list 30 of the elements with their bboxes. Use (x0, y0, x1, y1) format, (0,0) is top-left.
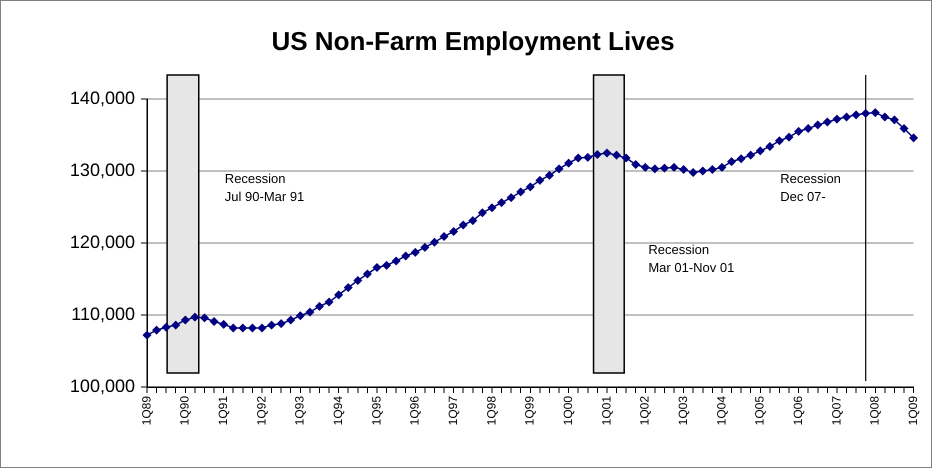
x-tick-label: 1Q91 (216, 396, 230, 426)
x-tick-label: 1Q04 (714, 396, 728, 426)
x-tick-label: 1Q95 (369, 396, 384, 426)
annotation: Recession Jul 90-Mar 91 (224, 171, 304, 204)
y-tick-label: 110,000 (71, 304, 135, 324)
x-tick-label: 1Q06 (790, 396, 805, 426)
x-tick-label: 1Q94 (330, 396, 345, 426)
x-tick-label: 1Q03 (676, 396, 690, 426)
chart-title: US Non-Farm Employment Lives (271, 26, 675, 56)
x-tick-label: 1Q98 (484, 396, 498, 426)
annotation: Recession Dec 07- (780, 171, 841, 204)
x-tick-label: 1Q99 (522, 396, 537, 426)
x-tick-label: 1Q89 (139, 396, 154, 426)
y-tick-label: 100,000 (70, 376, 135, 396)
x-tick-label: 1Q96 (408, 396, 422, 426)
y-tick-label: 130,000 (70, 160, 135, 180)
x-tick-label: 1Q00 (560, 396, 575, 426)
x-tick-label: 1Q93 (292, 396, 307, 426)
x-tick-label: 1Q05 (752, 396, 767, 426)
x-tick-label: 1Q01 (599, 396, 614, 426)
annotation: Recession Mar 01-Nov 01 (648, 242, 734, 276)
y-tick-label: 140,000 (70, 88, 135, 108)
x-tick-label: 1Q02 (638, 396, 652, 426)
x-tick-label: 1Q90 (178, 396, 192, 426)
x-tick-label: 1Q09 (906, 396, 920, 426)
y-tick-label: 120,000 (70, 232, 135, 252)
x-tick-label: 1Q92 (254, 396, 268, 426)
x-tick-label: 1Q97 (446, 396, 460, 426)
x-tick-label: 1Q08 (868, 396, 882, 426)
x-tick-label: 1Q07 (829, 396, 844, 426)
